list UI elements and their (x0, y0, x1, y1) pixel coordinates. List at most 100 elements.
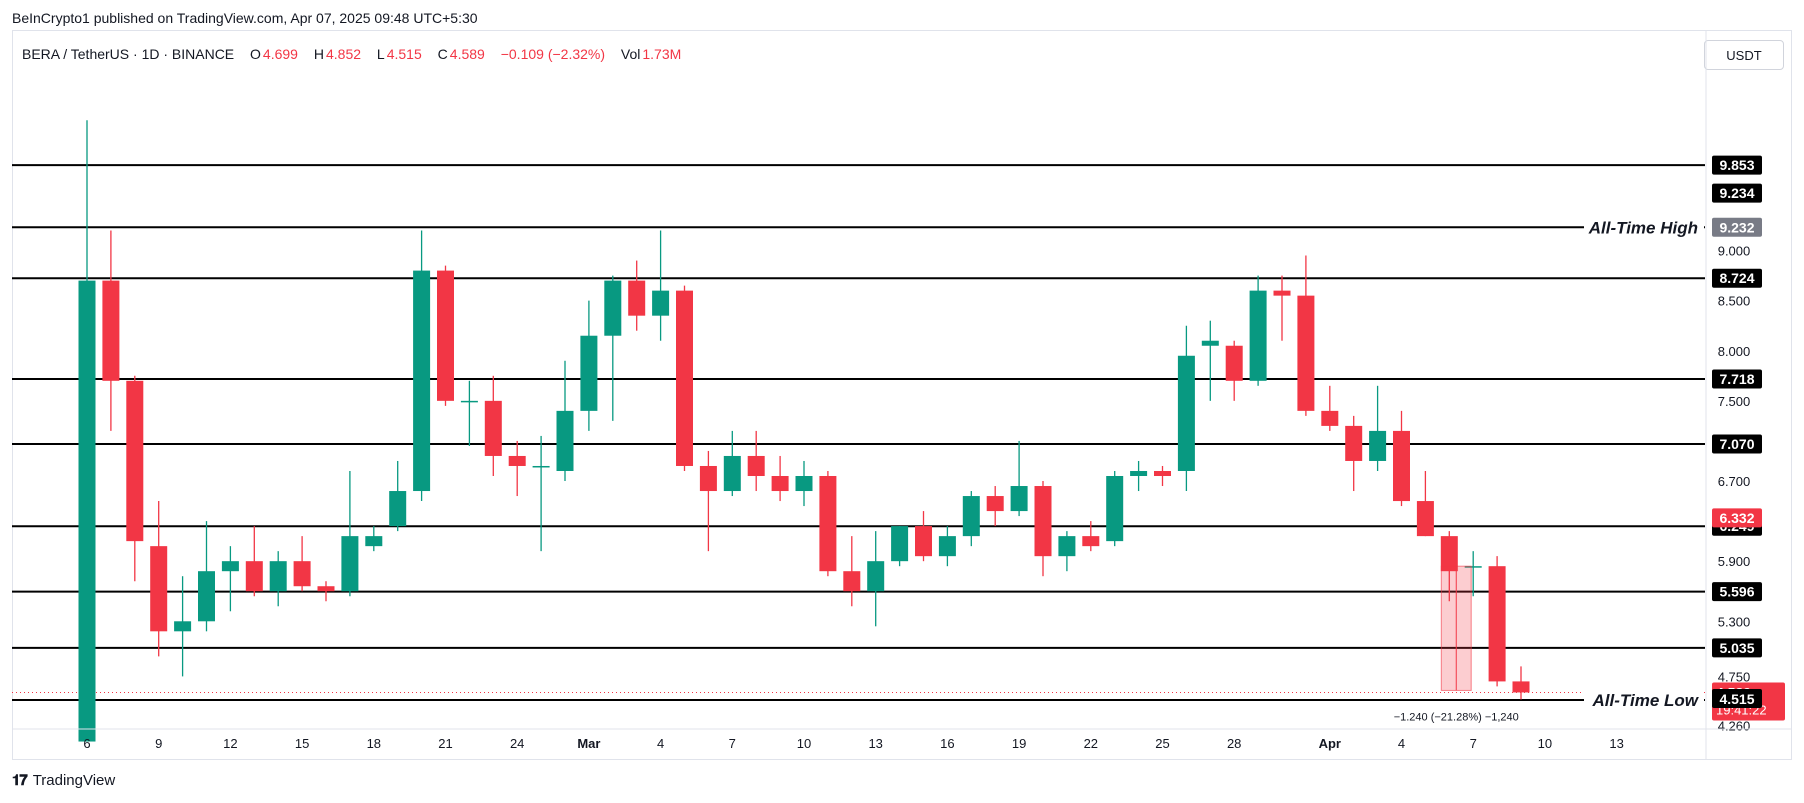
x-tick-label: 4 (1398, 736, 1405, 751)
x-tick-label: 4 (657, 736, 664, 751)
candle-body (484, 400, 502, 456)
level-annotation: All-Time High (1588, 218, 1698, 237)
level-price-tag: 6.249 (1719, 518, 1754, 534)
candle-body (795, 476, 813, 492)
current-price-tag-bg (1712, 682, 1785, 721)
candle-body (1345, 425, 1363, 461)
candle-body (843, 571, 861, 592)
candle-body (723, 455, 741, 492)
extra-price-tag: 9.234 (1719, 185, 1754, 201)
candle-body (437, 270, 454, 401)
candle-body (819, 476, 837, 572)
level-price-tag-bg (1712, 582, 1762, 602)
candle-body (1440, 536, 1458, 572)
candle-body (341, 536, 359, 592)
candle-body (604, 280, 622, 336)
candle-body (867, 561, 885, 592)
candle-body (508, 455, 526, 466)
candle-body (938, 536, 956, 557)
volume-value: 1.73M (642, 46, 682, 62)
candle-body (1416, 501, 1434, 537)
tradingview-logo-icon: 𝟏𝟕 (12, 772, 28, 789)
level-price-tag-bg (1712, 434, 1762, 454)
x-tick-label: 13 (1609, 736, 1623, 751)
candle-body (915, 526, 932, 557)
candle-body (1512, 681, 1530, 693)
x-tick-label: 13 (868, 736, 882, 751)
y-tick-label: 5.900 (1718, 554, 1751, 569)
candle-body (413, 270, 431, 492)
chart-frame (12, 30, 1792, 760)
candle-body (198, 571, 215, 622)
open-value: 4.699 (262, 46, 298, 62)
x-tick-label: Apr (1319, 736, 1341, 751)
level-price-tag-bg (1712, 268, 1762, 288)
x-tick-label: 16 (940, 736, 954, 751)
currency-button[interactable]: USDT (1704, 40, 1784, 70)
candle-body (1177, 355, 1195, 471)
level-price-tag: 7.070 (1719, 436, 1754, 452)
extra-price-tag-bg (1712, 508, 1762, 528)
level-annotation: All-Time Low (1592, 691, 1700, 710)
candle-body (1321, 410, 1339, 426)
x-tick-label: 19 (1012, 736, 1026, 751)
annotation-bg (1584, 689, 1704, 710)
annotation-bg (1584, 217, 1704, 238)
candle-body (580, 335, 598, 411)
candle-body (150, 546, 168, 632)
published-info: BeInCrypto1 published on TradingView.com… (12, 10, 478, 26)
candle-body (1082, 536, 1100, 547)
candle-body (1106, 476, 1124, 542)
level-price-tag: 9.853 (1719, 157, 1754, 173)
candle-body (389, 491, 407, 527)
level-price-tag-bg (1712, 369, 1762, 389)
x-tick-label: Mar (577, 736, 600, 751)
x-tick-label: 15 (295, 736, 309, 751)
volume-label: Vol (620, 46, 641, 62)
extra-price-tag-bg (1712, 183, 1762, 203)
x-tick-label: 22 (1084, 736, 1098, 751)
y-tick-label: 7.500 (1718, 394, 1751, 409)
candle-body (221, 561, 239, 572)
candle-body (174, 621, 192, 632)
y-tick-label: 9.000 (1718, 244, 1751, 259)
x-tick-label: 10 (1538, 736, 1552, 751)
candle-body (293, 561, 311, 587)
candle-body (1034, 486, 1052, 557)
x-tick-label: 25 (1155, 736, 1169, 751)
candle-body (699, 465, 717, 492)
candle-body (365, 536, 383, 547)
candle-body (1201, 340, 1219, 346)
symbol-name[interactable]: BERA / TetherUS · 1D · BINANCE (22, 46, 235, 62)
candle-body (460, 400, 478, 403)
x-tick-label: 24 (510, 736, 524, 751)
level-price-tag: 9.232 (1719, 219, 1754, 235)
candle-body (1488, 566, 1506, 682)
candle-body (1154, 470, 1171, 477)
y-tick-label: 5.300 (1718, 614, 1751, 629)
current-price-tag: 4.589 (1716, 685, 1751, 701)
candle-body (628, 280, 646, 316)
candle-body (1058, 536, 1076, 557)
candle-body (126, 380, 144, 542)
level-price-tag: 5.596 (1719, 584, 1754, 600)
candle-body (986, 496, 1004, 512)
candle-body (1225, 345, 1243, 381)
x-tick-label: 6 (83, 736, 90, 751)
level-price-tag-bg (1712, 638, 1762, 658)
candle-body (771, 476, 789, 492)
footer-brand-name: TradingView (32, 772, 116, 789)
y-tick-label: 4.750 (1718, 669, 1751, 684)
close-value: 4.589 (449, 46, 485, 62)
candle-body (747, 455, 765, 477)
level-price-tag: 8.724 (1719, 270, 1754, 286)
candle-body (962, 496, 980, 537)
candle-body (269, 561, 287, 592)
candle-body (532, 465, 550, 468)
candle-body (1130, 470, 1148, 477)
countdown-label: 19:41:22 (1716, 703, 1767, 718)
candle-body (1393, 430, 1410, 502)
x-tick-label: 18 (367, 736, 381, 751)
candle-body (317, 586, 335, 592)
